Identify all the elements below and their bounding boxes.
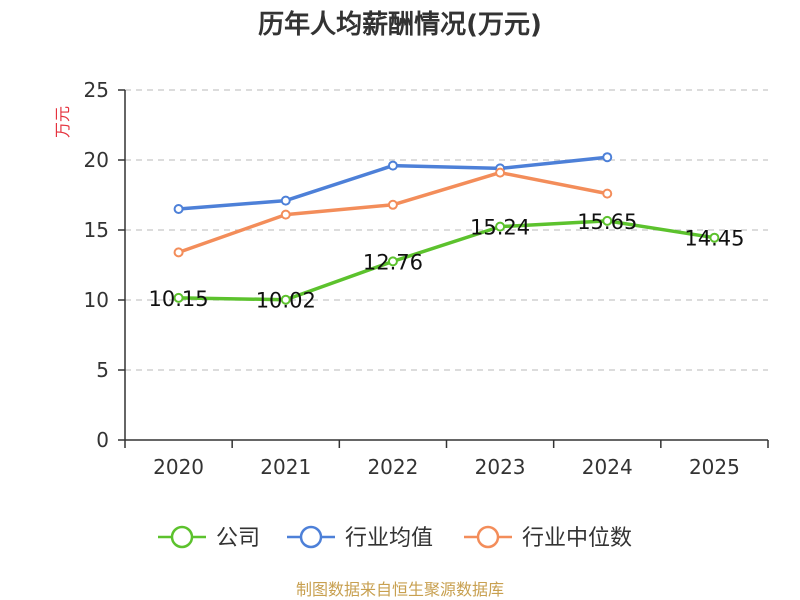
y-tick-label: 10 bbox=[84, 288, 109, 312]
data-point bbox=[387, 160, 398, 171]
data-point bbox=[280, 294, 291, 305]
data-point bbox=[173, 292, 184, 303]
data-label: 14.45 bbox=[684, 227, 744, 251]
y-tick-label: 25 bbox=[84, 78, 109, 102]
legend-label: 行业均值 bbox=[345, 526, 433, 551]
data-point bbox=[602, 188, 613, 199]
grid bbox=[125, 89, 768, 371]
x-tick-label: 2024 bbox=[582, 455, 633, 479]
data-labels: 10.15 10.02 12.76 15.24 15.65 14.45 bbox=[149, 210, 745, 313]
data-label: 15.65 bbox=[577, 210, 637, 234]
y-tick-label: 15 bbox=[84, 218, 109, 242]
x-tick-label: 2020 bbox=[153, 455, 204, 479]
y-tick-label: 0 bbox=[96, 428, 109, 452]
y-tick-label: 20 bbox=[84, 148, 109, 172]
data-point bbox=[280, 195, 291, 206]
data-label: 15.24 bbox=[470, 216, 530, 240]
series-line bbox=[176, 170, 609, 255]
y-tick-label: 5 bbox=[96, 358, 109, 382]
data-point bbox=[495, 167, 506, 178]
legend-swatch-marker bbox=[170, 525, 194, 549]
data-point bbox=[602, 215, 613, 226]
legend-swatch-marker bbox=[299, 525, 323, 549]
x-tick-label: 2025 bbox=[689, 455, 740, 479]
y-axis-label: 万元 bbox=[53, 106, 72, 138]
data-point bbox=[387, 199, 398, 210]
data-point bbox=[280, 209, 291, 220]
source-note: 制图数据来自恒生聚源数据库 bbox=[296, 580, 504, 599]
data-point bbox=[387, 256, 398, 267]
data-label: 10.15 bbox=[149, 287, 209, 311]
data-point bbox=[602, 152, 613, 163]
series-layer bbox=[173, 152, 720, 305]
data-point bbox=[495, 221, 506, 232]
legend-item-1[interactable]: 行业均值 bbox=[287, 525, 433, 551]
legend-item-2[interactable]: 行业中位数 bbox=[464, 525, 632, 551]
x-tick-label: 2023 bbox=[475, 455, 526, 479]
data-point bbox=[173, 247, 184, 258]
legend: 公司 行业均值 行业中位数 bbox=[158, 525, 632, 551]
data-point bbox=[173, 204, 184, 214]
legend-label: 行业中位数 bbox=[522, 526, 632, 551]
x-tick-label: 2022 bbox=[367, 455, 418, 479]
legend-label: 公司 bbox=[216, 526, 260, 551]
series-1 bbox=[173, 152, 613, 214]
legend-swatch-marker bbox=[476, 525, 500, 549]
series-0 bbox=[173, 215, 720, 305]
x-tick-label: 2021 bbox=[260, 455, 311, 479]
data-point bbox=[709, 232, 720, 243]
legend-item-0[interactable]: 公司 bbox=[158, 525, 260, 551]
series-line bbox=[176, 219, 717, 302]
series-2 bbox=[173, 167, 613, 258]
chart-title: 历年人均薪酬情况(万元) bbox=[258, 9, 542, 40]
data-label: 12.76 bbox=[363, 250, 423, 274]
data-label: 10.02 bbox=[256, 289, 316, 313]
